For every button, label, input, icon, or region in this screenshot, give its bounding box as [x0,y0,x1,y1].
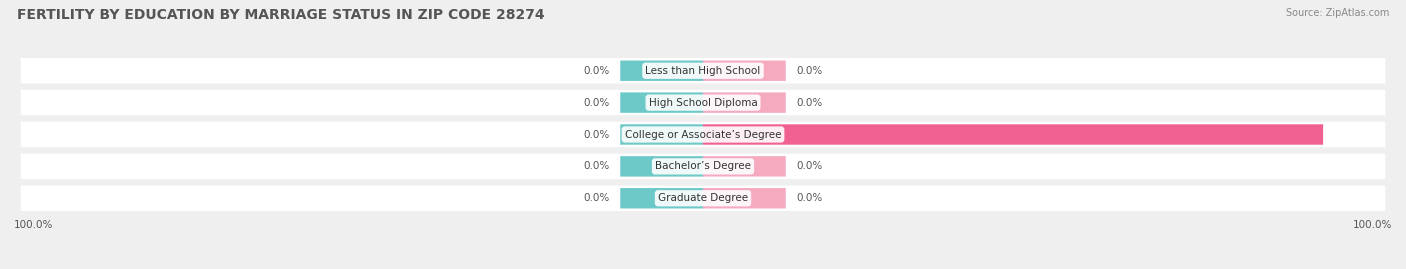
Text: 0.0%: 0.0% [796,98,823,108]
Text: 0.0%: 0.0% [583,66,610,76]
Text: 100.0%: 100.0% [1353,220,1392,230]
FancyBboxPatch shape [703,93,786,113]
FancyBboxPatch shape [703,156,786,176]
FancyBboxPatch shape [21,154,1385,179]
Text: 0.0%: 0.0% [583,129,610,140]
Text: Less than High School: Less than High School [645,66,761,76]
FancyBboxPatch shape [620,61,703,81]
FancyBboxPatch shape [21,58,1385,83]
Text: Graduate Degree: Graduate Degree [658,193,748,203]
Text: 100.0%: 100.0% [14,220,53,230]
Text: 0.0%: 0.0% [796,161,823,171]
FancyBboxPatch shape [21,122,1385,147]
FancyBboxPatch shape [703,188,786,208]
FancyBboxPatch shape [620,156,703,176]
Text: Bachelor’s Degree: Bachelor’s Degree [655,161,751,171]
Text: 0.0%: 0.0% [796,66,823,76]
FancyBboxPatch shape [21,90,1385,115]
FancyBboxPatch shape [703,61,786,81]
Text: 0.0%: 0.0% [583,193,610,203]
Text: 100.0%: 100.0% [1333,129,1376,140]
FancyBboxPatch shape [21,186,1385,211]
Text: 0.0%: 0.0% [796,193,823,203]
FancyBboxPatch shape [703,124,1323,145]
FancyBboxPatch shape [620,188,703,208]
Text: High School Diploma: High School Diploma [648,98,758,108]
Text: 0.0%: 0.0% [583,98,610,108]
FancyBboxPatch shape [620,124,703,145]
FancyBboxPatch shape [620,93,703,113]
Text: Source: ZipAtlas.com: Source: ZipAtlas.com [1285,8,1389,18]
Text: College or Associate’s Degree: College or Associate’s Degree [624,129,782,140]
Text: FERTILITY BY EDUCATION BY MARRIAGE STATUS IN ZIP CODE 28274: FERTILITY BY EDUCATION BY MARRIAGE STATU… [17,8,544,22]
Text: 0.0%: 0.0% [583,161,610,171]
